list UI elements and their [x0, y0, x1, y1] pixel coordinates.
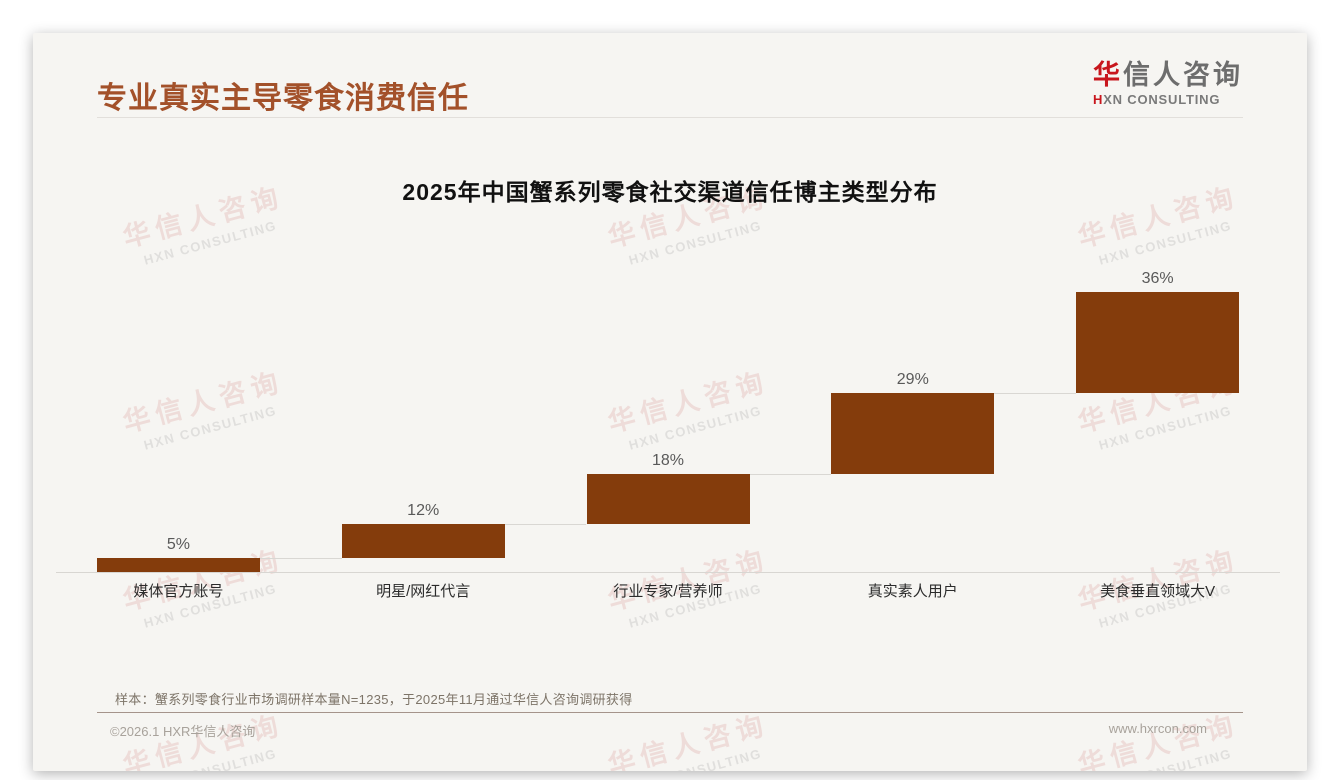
logo-en-accent: H: [1093, 91, 1104, 107]
chart-bar: [1076, 292, 1240, 393]
logo-english-name: HXN CONSULTING: [1093, 92, 1243, 107]
chart-title: 2025年中国蟹系列零食社交渠道信任博主类型分布: [402, 179, 938, 205]
sample-footnote: 样本：蟹系列零食行业市场调研样本量N=1235，于2025年11月通过华信人咨询…: [115, 692, 633, 707]
bar-value-label: 18%: [651, 452, 684, 469]
category-label: 媒体官方账号: [133, 583, 224, 600]
category-label: 真实素人用户: [867, 583, 958, 600]
x-axis-line: [56, 572, 1280, 573]
copyright-text: ©2026.1 HXR华信人咨询: [110, 724, 256, 739]
bar-value-label: 29%: [896, 370, 929, 388]
company-logo: 华信人咨询 HXN CONSULTING: [1093, 60, 1243, 107]
report-slide: 华信人咨询 HXN CONSULTING 华信人咨询 HXN CONSULTING 华信…: [33, 33, 1307, 771]
chart-bar: [341, 524, 505, 558]
website-url: www.hxrcon.com: [1108, 721, 1207, 736]
waterfall-plot: 5% 媒体官方账号 12% 明星/网红代言 18% 行业专家/营养师 29% 真实素人用户 36…: [33, 33, 1307, 771]
bar-connector-line: [749, 474, 832, 475]
chart-bar: [96, 558, 260, 572]
page-title: 专业真实主导零食消费信任: [97, 82, 469, 115]
category-label: 明星/网红代言: [376, 583, 471, 600]
bar-connector-line: [259, 558, 342, 559]
bar-value-label: 12%: [407, 502, 440, 520]
logo-name-rest: 信人咨询: [1123, 60, 1243, 90]
bar-value-label: 5%: [166, 536, 190, 553]
footer-divider: [97, 712, 1243, 713]
bar-value-label: 36%: [1141, 270, 1174, 287]
bar-connector-line: [994, 392, 1077, 394]
category-label: 行业专家/营养师: [613, 583, 723, 600]
logo-accent-char: 华: [1093, 60, 1123, 90]
bar-connector-line: [504, 524, 587, 526]
header-divider: [97, 117, 1243, 118]
category-label: 美食垂直领域大V: [1100, 583, 1216, 600]
chart-bar: [586, 474, 750, 525]
chart-bar: [831, 392, 995, 474]
logo-chinese-name: 华信人咨询: [1093, 60, 1243, 91]
logo-en-rest: XN CONSULTING: [1103, 91, 1221, 107]
